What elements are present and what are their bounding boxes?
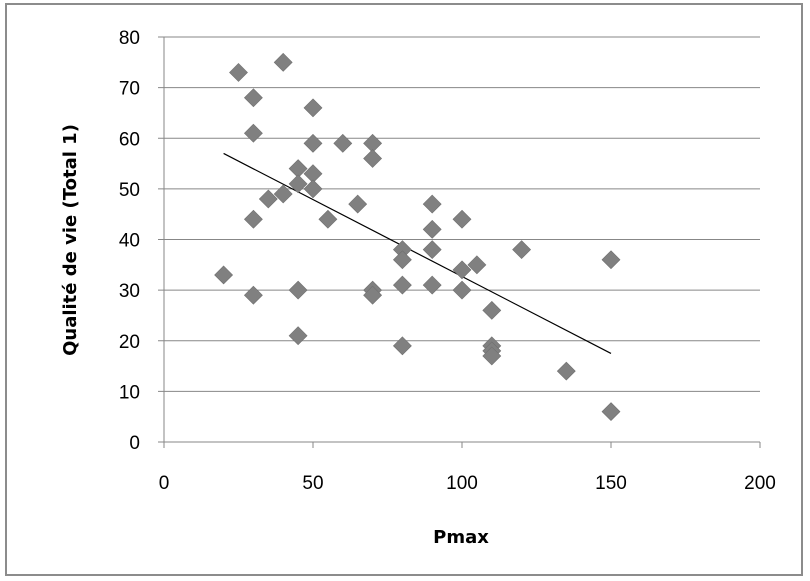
data-point: [303, 179, 323, 199]
x-tick-label-0: 0: [159, 473, 170, 494]
x-tick-label-100: 100: [446, 473, 478, 494]
data-point: [243, 123, 263, 143]
data-point: [363, 285, 383, 305]
data-point: [422, 275, 442, 295]
x-axis-title: Pmax: [433, 527, 489, 548]
data-point: [348, 194, 368, 214]
data-point: [601, 402, 621, 422]
data-point: [288, 174, 308, 194]
trendline-layer: [223, 152, 612, 354]
data-point: [467, 255, 487, 275]
data-point: [273, 52, 293, 72]
y-tick-label-70: 70: [119, 79, 140, 100]
data-point: [288, 326, 308, 346]
y-tick-label-30: 30: [119, 281, 140, 302]
data-point: [273, 184, 293, 204]
data-points: [214, 52, 621, 422]
x-tick-label-150: 150: [595, 473, 627, 494]
data-point: [243, 285, 263, 305]
gridlines: [164, 36, 760, 392]
data-point: [392, 336, 412, 356]
data-point: [452, 280, 472, 300]
data-point: [422, 219, 442, 239]
data-point: [229, 63, 248, 82]
trendline: [223, 152, 612, 354]
data-point: [512, 240, 532, 260]
data-point: [482, 300, 502, 320]
data-point: [422, 240, 442, 260]
y-tick-label-10: 10: [119, 382, 140, 403]
data-point: [288, 280, 308, 300]
data-point: [258, 189, 278, 209]
data-point: [452, 260, 472, 280]
x-tick-label-50: 50: [302, 473, 323, 494]
data-point: [243, 88, 263, 108]
data-point: [556, 361, 576, 381]
data-point: [392, 250, 412, 270]
x-tick-labels: 0 50 100 150 200: [159, 473, 776, 494]
data-point: [422, 194, 442, 214]
data-point: [303, 98, 323, 118]
data-point: [363, 149, 383, 168]
y-tick-labels: 0 10 20 30 40 50 60 70 80: [119, 28, 140, 454]
data-point: [333, 133, 353, 153]
y-tick-label-50: 50: [119, 180, 140, 201]
y-tick-label-0: 0: [129, 433, 140, 454]
data-point: [303, 133, 323, 153]
data-point: [392, 275, 412, 295]
y-axis-title: Qualité de vie (Total 1): [60, 124, 81, 356]
data-point: [601, 250, 621, 270]
axes: [158, 36, 761, 448]
data-point: [243, 209, 263, 229]
data-point: [452, 209, 472, 229]
data-point: [214, 265, 234, 285]
data-point: [318, 209, 338, 229]
y-tick-label-40: 40: [119, 231, 140, 252]
x-tick-label-200: 200: [744, 473, 776, 494]
data-point: [482, 346, 502, 366]
y-tick-label-20: 20: [119, 332, 140, 353]
y-tick-label-60: 60: [119, 129, 140, 150]
y-tick-label-80: 80: [119, 28, 140, 49]
